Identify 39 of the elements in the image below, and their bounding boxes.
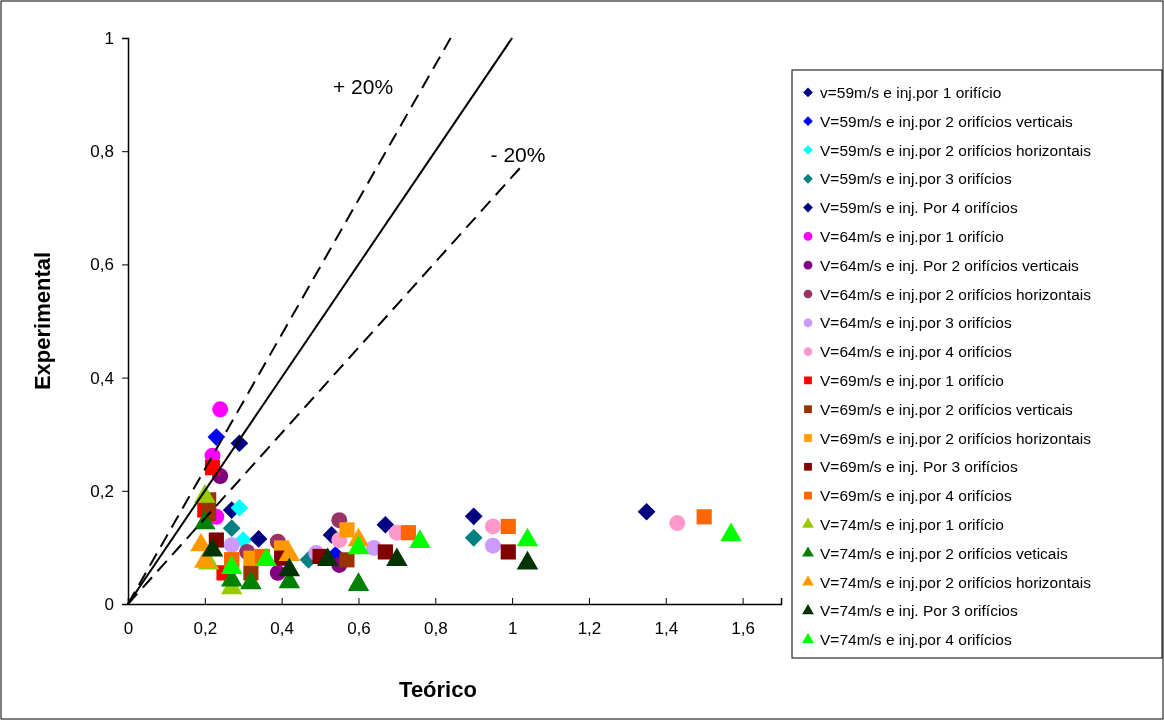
y-tick-label: 0,4 [90, 368, 114, 388]
legend-label: V=69m/s e inj.por 2 orifícios verticais [820, 400, 1074, 418]
legend-label: V=74m/s e inj.por 2 orifícios horizontais [820, 573, 1092, 591]
legend-label: V=69m/s e inj.por 2 orifícios horizontais [820, 429, 1092, 447]
legend-label: V=69m/s e inj.por 1 orifício [820, 371, 1004, 389]
x-tick-label: 0,8 [423, 619, 448, 639]
legend-label: V=59m/s e inj.por 3 orifícios [820, 170, 1012, 188]
x-tick-label: 1,4 [654, 619, 679, 639]
legend-label: V=74m/s e inj. Por 3 orifícios [820, 602, 1018, 620]
legend-label: V=64m/s e inj.por 4 orifícios [820, 343, 1012, 361]
annotation: - 20% [490, 143, 546, 166]
y-axis-title: Experimental [30, 251, 55, 391]
x-tick-label: 1,6 [731, 619, 755, 639]
x-tick-label: 1,2 [577, 619, 602, 639]
legend-label: V=59m/s e inj. Por 4 orifícios [820, 199, 1018, 217]
x-tick-label: 1 [507, 619, 518, 639]
legend-label: V=64m/s e inj.por 2 orifícios horizontais [820, 285, 1092, 303]
legend-label: V=74m/s e inj.por 4 orifícios [820, 631, 1012, 649]
legend-label: V=59m/s e inj.por 2 orifícios horizontais [820, 141, 1092, 159]
y-tick-label: 0 [104, 594, 114, 614]
legend-label: V=69m/s e inj.por 4 orifícios [820, 487, 1012, 505]
legend-label: v=59m/s e inj.por 1 orifício [820, 83, 1002, 101]
x-tick-label: 0,2 [193, 619, 218, 639]
legend-label: V=69m/s e inj. Por 3 orifícios [820, 458, 1018, 476]
y-tick-label: 0,2 [90, 481, 114, 501]
x-tick-label: 0,4 [270, 619, 294, 639]
annotation: + 20% [332, 75, 394, 98]
x-tick-label: 0,6 [347, 619, 371, 639]
legend-label: V=74m/s e inj.por 1 orifício [820, 515, 1004, 533]
legend-label: V=74m/s e inj.por 2 orifícios veticais [820, 544, 1068, 562]
y-tick-label: 0,6 [90, 255, 114, 275]
x-tick-label: 0 [123, 619, 134, 639]
legend-label: V=64m/s e inj.por 1 orifício [820, 227, 1004, 245]
legend-label: V=59m/s e inj.por 2 orifícios verticais [820, 112, 1074, 130]
x-axis-title: Teórico [399, 677, 477, 702]
legend-label: V=64m/s e inj.por 3 orifícios [820, 314, 1012, 332]
y-tick-label: 0,8 [90, 142, 114, 162]
y-tick-label: 1 [104, 28, 114, 48]
legend-label: V=64m/s e inj. Por 2 orifícios verticais [820, 256, 1080, 274]
